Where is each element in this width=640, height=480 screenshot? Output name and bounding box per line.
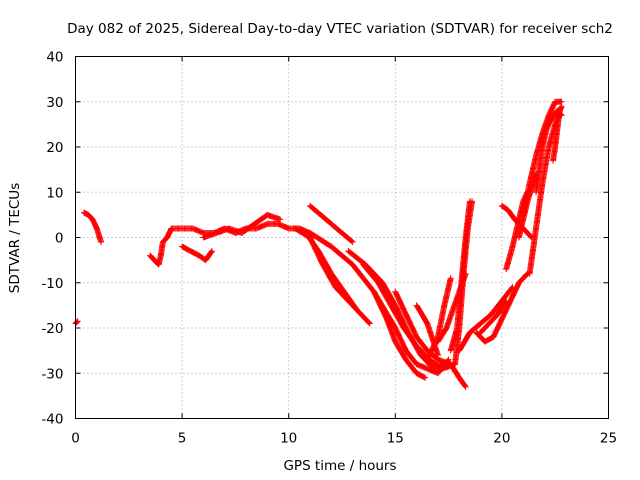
y-axis-label: SDTVAR / TECUs [7, 183, 23, 293]
x-axis-label: GPS time / hours [283, 458, 396, 474]
y-tick-label: 40 [46, 50, 63, 66]
series-track-u [477, 297, 510, 336]
series-track-r [451, 198, 476, 368]
series-track-z [526, 103, 565, 277]
data-points [72, 98, 565, 390]
series-track-p [424, 275, 454, 363]
tick-marks [75, 56, 609, 419]
y-tick-label: 0 [55, 231, 64, 247]
series-track-ab [550, 107, 563, 164]
y-tick-label: -30 [41, 366, 63, 382]
series-track-h [302, 229, 360, 313]
x-tick-label: 20 [493, 431, 510, 447]
x-tick-label: 0 [71, 431, 80, 447]
y-tick-label: 10 [46, 185, 63, 201]
y-tick-label: 20 [46, 140, 63, 156]
series-track-t [473, 270, 531, 345]
tick-labels: 0 5 10 15 20 25 -40 -30 -20 -10 0 10 20 30 40 [41, 50, 617, 447]
series-track-a [72, 318, 81, 327]
y-tick-label: -20 [41, 321, 63, 337]
series-track-n [413, 302, 441, 359]
x-tick-label: 25 [600, 431, 617, 447]
series-track-e [200, 211, 284, 241]
series-track-aa [533, 107, 565, 196]
y-tick-label: -40 [41, 412, 63, 428]
plot-frame [75, 56, 609, 419]
series-track-f [307, 202, 356, 246]
chart-title: Day 082 of 2025, Sidereal Day-to-day VTE… [67, 21, 613, 37]
x-tick-label: 10 [280, 431, 297, 447]
y-tick-label: 30 [46, 95, 63, 111]
y-tick-label: -10 [41, 276, 63, 292]
x-tick-label: 5 [178, 431, 187, 447]
x-tick-label: 15 [387, 431, 404, 447]
series-track-b [81, 209, 105, 246]
series-track-m [392, 288, 469, 390]
series-track-d [179, 243, 215, 264]
grid [75, 56, 609, 419]
